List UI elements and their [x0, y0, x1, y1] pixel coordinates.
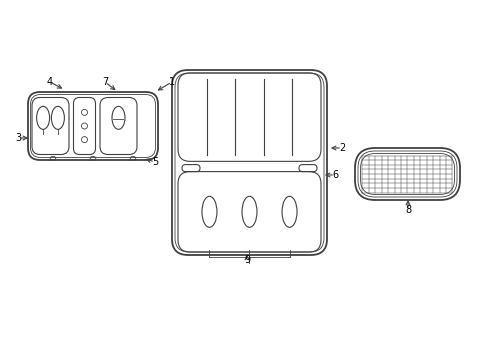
Text: 5: 5: [152, 157, 158, 167]
Text: 9: 9: [244, 255, 249, 265]
Text: 4: 4: [47, 77, 53, 87]
Text: 1: 1: [168, 77, 175, 87]
Text: 6: 6: [331, 170, 337, 180]
Text: 7: 7: [102, 77, 108, 87]
Text: 2: 2: [338, 143, 345, 153]
Text: 8: 8: [404, 205, 410, 215]
Text: 3: 3: [15, 133, 21, 143]
